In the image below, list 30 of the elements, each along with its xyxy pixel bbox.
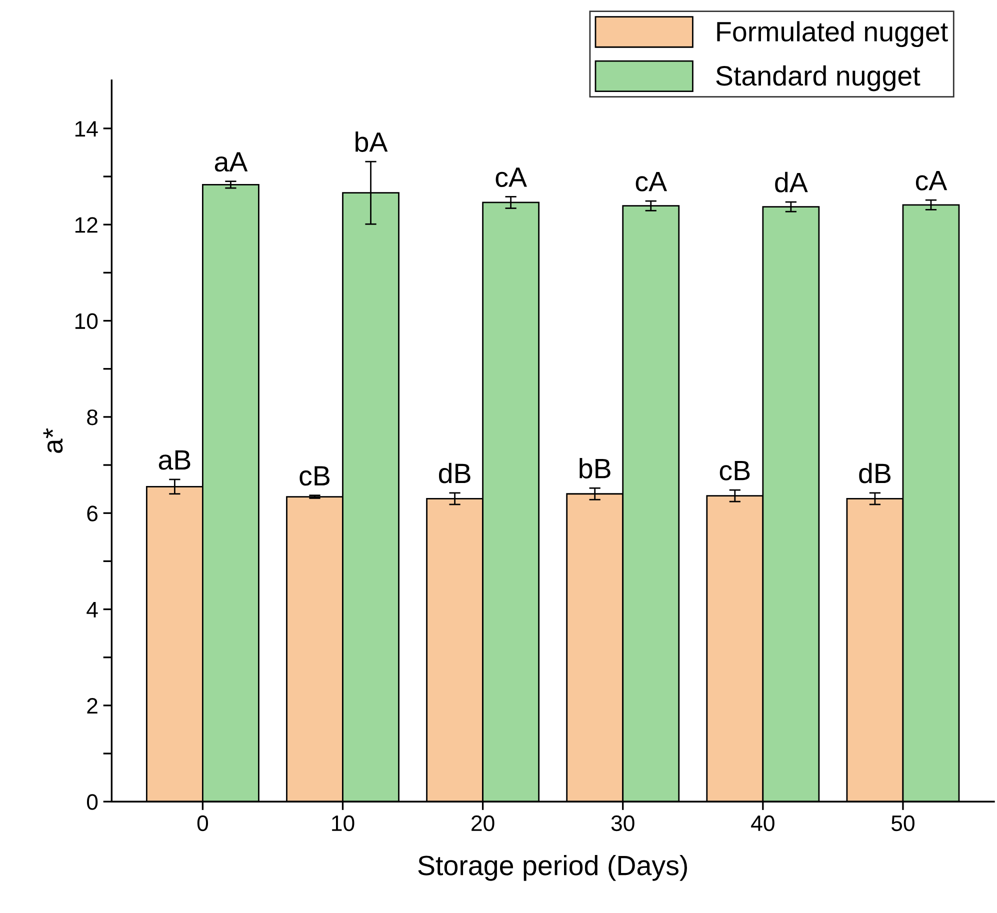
y-tick-label: 6 [87,506,98,522]
annotation: dB [859,462,890,484]
y-tick-label: 14 [75,121,98,136]
y-tick-label: 12 [75,217,98,233]
x-tick-label: 0 [197,815,208,832]
annotation: bA [356,132,388,152]
x-axis-title: Storage period (Days) [418,854,687,881]
legend-label: Standard nugget [716,65,920,92]
x-tick-label: 10 [332,815,354,832]
annotation: cB [300,466,330,486]
annotation: dB [438,462,470,484]
y-tick-label: 4 [86,602,98,618]
y-tick-label: 2 [87,698,98,714]
annotation: aB [158,450,190,470]
y-axis-title: a* [43,428,63,453]
annotation: cB [720,460,750,480]
legend-label: Formulated nugget [717,21,948,48]
annotation: dA [775,172,808,192]
y-tick-label: 0 [86,794,98,810]
x-tick-label: 20 [472,815,494,832]
x-tick-label: 50 [892,815,914,832]
y-tick-label: 10 [75,313,98,330]
x-tick-label: 40 [751,815,774,832]
annotation: cA [496,168,527,188]
x-tick-label: 30 [611,815,634,832]
annotation: bB [580,458,610,478]
annotation: cA [916,171,948,190]
annotation: cA [636,172,668,192]
y-tick-label: 8 [87,409,98,426]
annotation: aA [214,152,248,172]
